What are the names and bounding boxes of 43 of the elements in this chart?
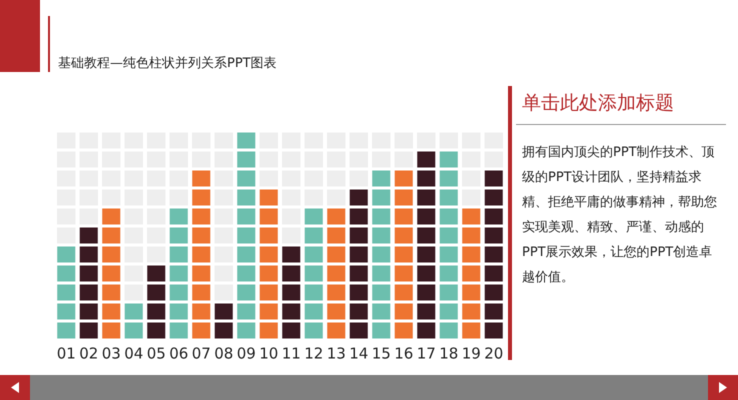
bar (304, 207, 323, 340)
bar (282, 244, 300, 340)
bar (260, 188, 278, 340)
text: 单击此处添加标题 (522, 91, 674, 116)
x-tick-label: 11 (282, 344, 301, 363)
bar (80, 226, 98, 340)
x-tick-label: 10 (259, 344, 278, 363)
x-tick-label: 08 (214, 344, 234, 363)
chart-subtitle: 基础教程—纯色柱状并列关系PPT图表 (58, 55, 277, 72)
bar (124, 302, 143, 340)
bar (237, 131, 256, 340)
bar (147, 264, 166, 340)
bar (372, 169, 390, 340)
bar (394, 169, 413, 340)
x-tick-label: 18 (439, 344, 458, 363)
x-tick-label: 14 (349, 344, 368, 363)
bar (462, 207, 480, 340)
x-tick-label: 19 (462, 344, 481, 363)
x-tick-label: 15 (372, 344, 391, 363)
x-tick-label: 06 (169, 344, 188, 363)
bar (327, 207, 346, 340)
x-tick-label: 09 (236, 344, 256, 363)
x-tick-label: 16 (394, 344, 414, 363)
bar (170, 207, 188, 340)
bar (57, 244, 76, 340)
x-tick-label: 12 (304, 344, 324, 363)
x-tick-label: 04 (124, 344, 144, 363)
x-tick-label: 01 (56, 344, 76, 363)
bar (192, 169, 210, 340)
x-tick-label: 03 (102, 344, 121, 363)
x-tick-label: 13 (326, 344, 346, 363)
bar (440, 150, 458, 340)
bar (102, 207, 120, 340)
bar (214, 302, 233, 340)
bar (350, 188, 368, 340)
bar (417, 150, 436, 340)
bar (484, 169, 503, 340)
x-tick-label: 05 (146, 344, 166, 363)
x-tick-label: 17 (416, 344, 436, 363)
x-tick-label: 07 (192, 344, 211, 363)
x-tick-label: 02 (79, 344, 98, 363)
text: 拥有国内顶尖的PPT制作技术、顶级的PPT设计团队，坚持精益求精、拒绝平庸的做事精神，帮助您实现美观、精致、严谨、动感的PPT展示效果，让您的PPT创造卓越价值。 (522, 144, 718, 287)
x-tick-label: 20 (484, 344, 504, 363)
